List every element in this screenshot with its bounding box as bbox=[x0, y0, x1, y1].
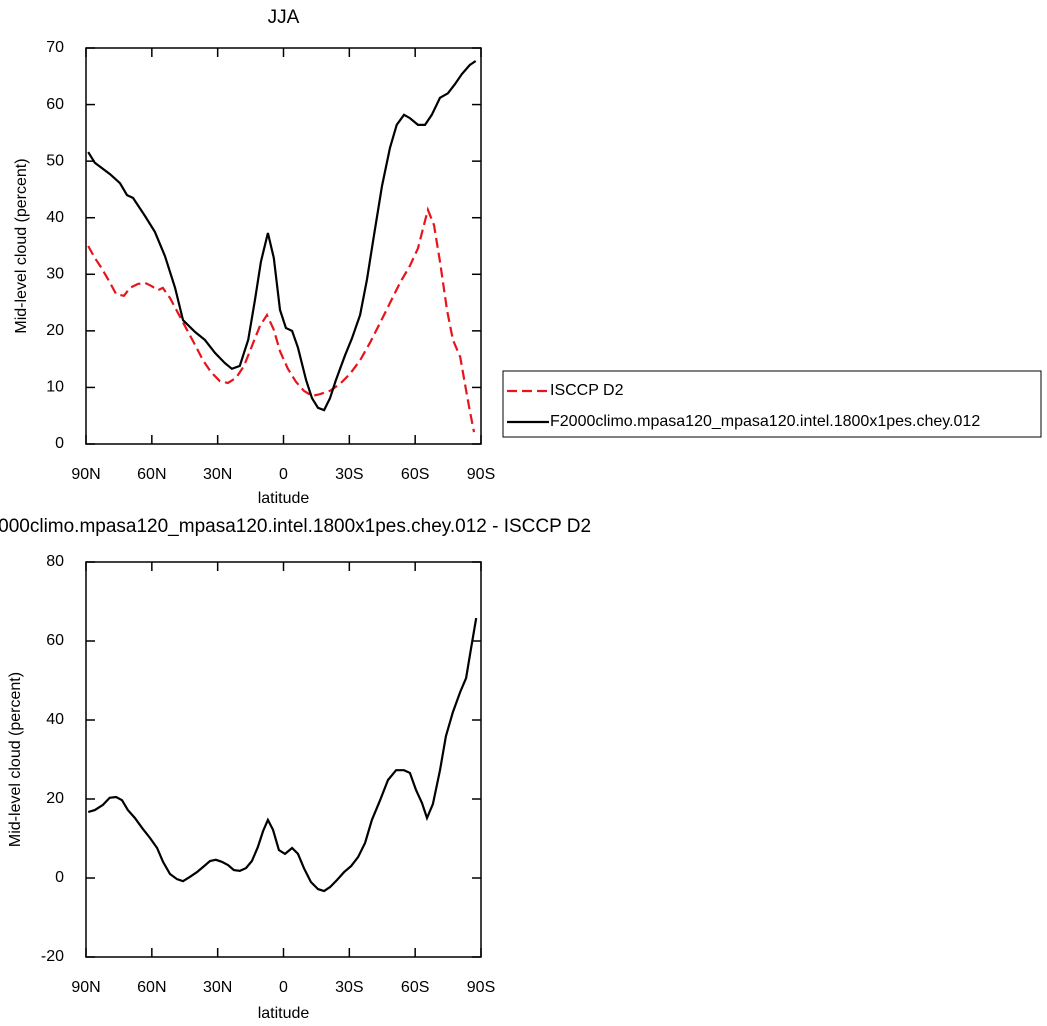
x-tick-label: 0 bbox=[279, 466, 288, 483]
x-tick-label: 30S bbox=[335, 979, 363, 996]
legend-label: ISCCP D2 bbox=[550, 382, 624, 399]
y-tick-label: 60 bbox=[46, 96, 64, 113]
x-axis-label: latitude bbox=[258, 490, 310, 507]
data-line bbox=[87, 617, 478, 893]
y-axis-label: Mid-level cloud (percent) bbox=[7, 672, 24, 847]
plot-frame bbox=[85, 561, 482, 958]
y-tick-label: 0 bbox=[55, 435, 64, 452]
x-tick-label: 90N bbox=[71, 466, 100, 483]
y-axis-label: Mid-level cloud (percent) bbox=[13, 158, 30, 333]
y-tick-label: 40 bbox=[46, 711, 64, 728]
x-tick-label: 90S bbox=[467, 466, 495, 483]
y-tick-label: 60 bbox=[46, 632, 64, 649]
plot-frame bbox=[85, 47, 482, 445]
y-tick-label: 30 bbox=[46, 266, 64, 283]
y-tick-label: -20 bbox=[41, 948, 64, 965]
data-line bbox=[87, 206, 476, 433]
y-tick-label: 80 bbox=[46, 553, 64, 570]
y-tick-label: 50 bbox=[46, 152, 64, 169]
y-tick-label: 20 bbox=[46, 790, 64, 807]
y-tick-label: 70 bbox=[46, 39, 64, 56]
x-tick-label: 0 bbox=[279, 979, 288, 996]
y-tick-label: 20 bbox=[46, 322, 64, 339]
y-tick-label: 40 bbox=[46, 209, 64, 226]
legend-label: F2000climo.mpasa120_mpasa120.intel.1800x… bbox=[550, 413, 980, 430]
x-tick-label: 60S bbox=[401, 466, 429, 483]
x-tick-label: 60S bbox=[401, 979, 429, 996]
chart-title: JJA bbox=[268, 7, 300, 28]
x-tick-label: 90N bbox=[71, 979, 100, 996]
x-axis-label: latitude bbox=[258, 1005, 310, 1022]
chart-title: F2000climo.mpasa120_mpasa120.intel.1800x… bbox=[0, 516, 591, 537]
y-tick-label: 0 bbox=[55, 869, 64, 886]
x-tick-label: 60N bbox=[137, 979, 166, 996]
x-tick-label: 90S bbox=[467, 979, 495, 996]
y-tick-label: 10 bbox=[46, 379, 64, 396]
x-tick-label: 30N bbox=[203, 979, 232, 996]
x-tick-label: 60N bbox=[137, 466, 166, 483]
legend-box bbox=[502, 370, 1042, 438]
x-tick-label: 30N bbox=[203, 466, 232, 483]
x-tick-label: 30S bbox=[335, 466, 363, 483]
data-line bbox=[87, 60, 477, 412]
